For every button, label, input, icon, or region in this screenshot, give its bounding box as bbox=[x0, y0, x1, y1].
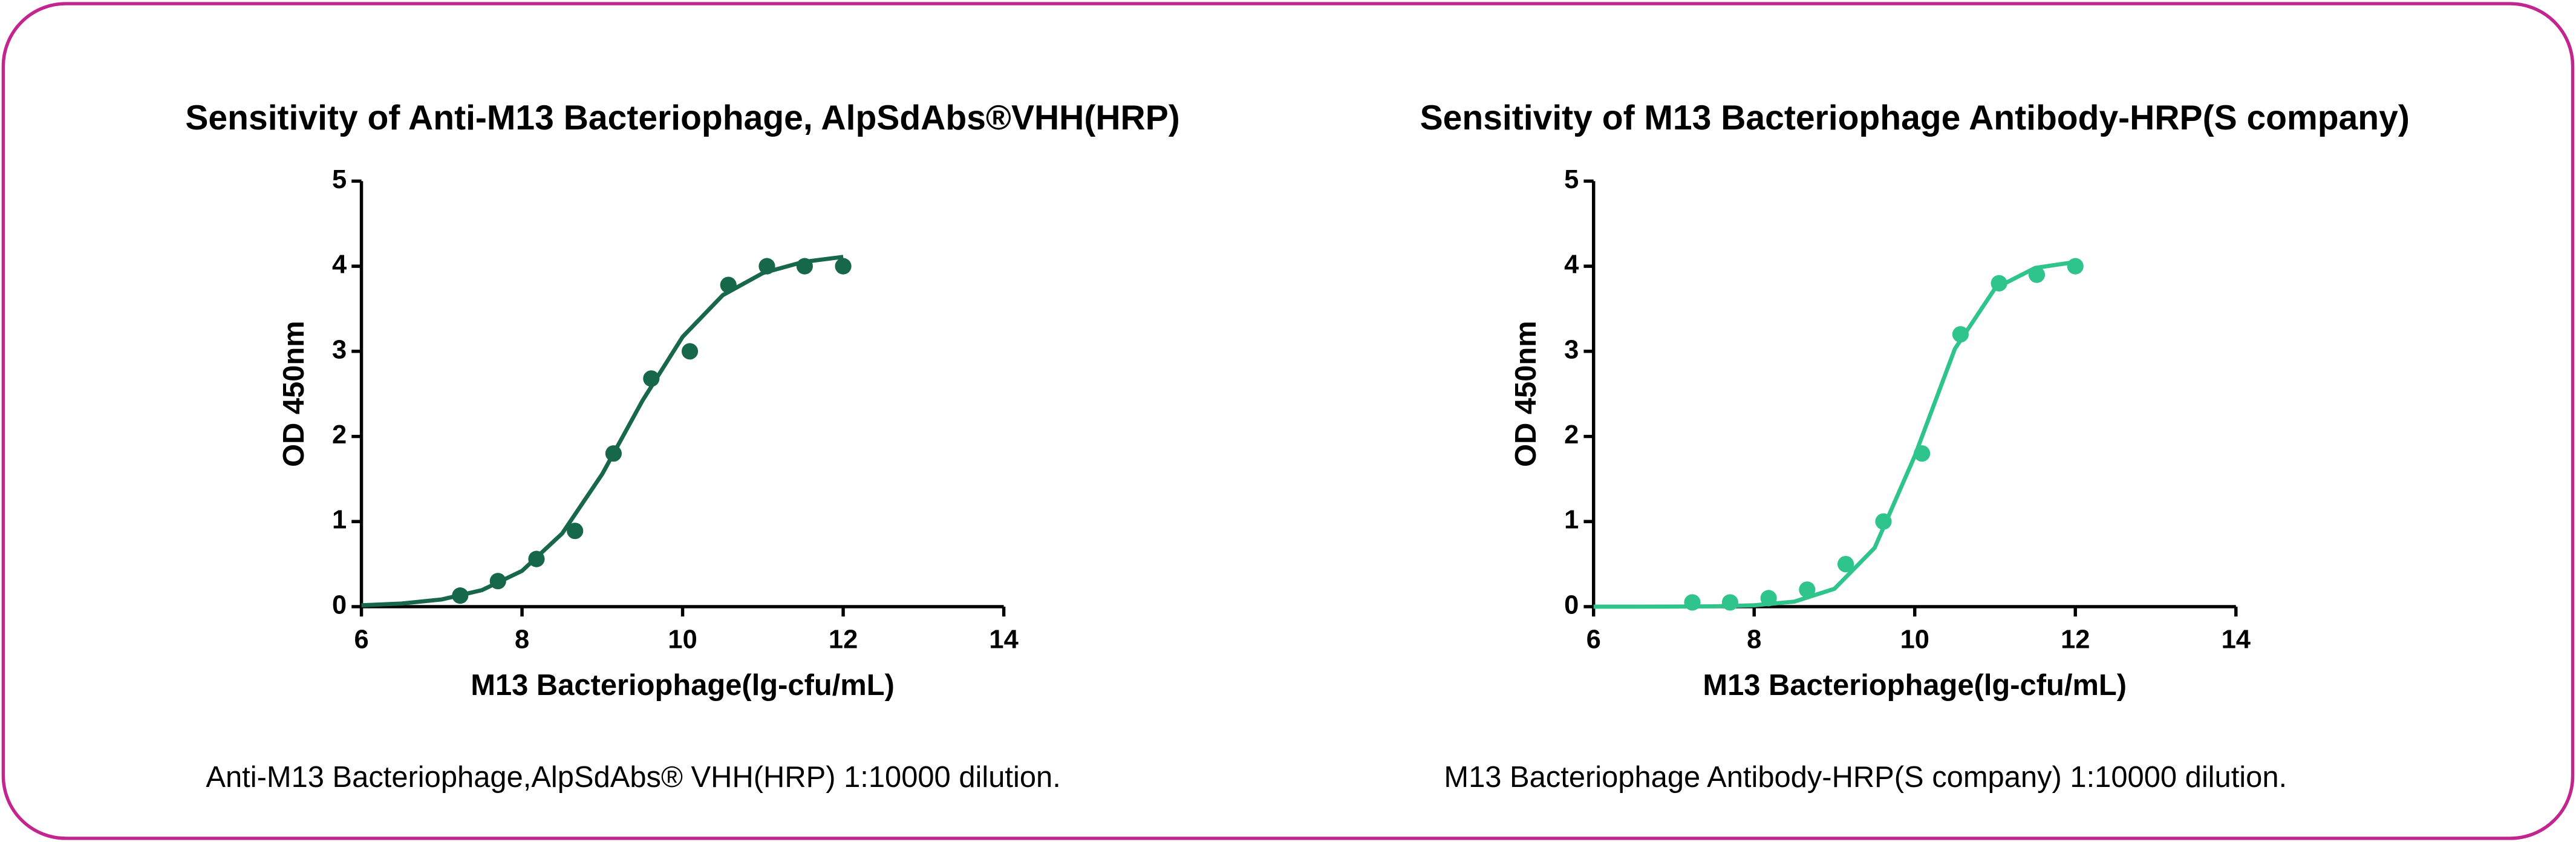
caption: M13 Bacteriophage Antibody-HRP(S company… bbox=[1444, 761, 2287, 794]
data-point bbox=[1952, 326, 1969, 343]
data-point bbox=[1837, 555, 1854, 573]
y-tick-label: 5 bbox=[332, 165, 347, 194]
x-tick-label: 12 bbox=[829, 625, 858, 654]
fit-curve bbox=[361, 255, 844, 608]
fit-curve bbox=[1593, 259, 2076, 609]
x-tick-label: 12 bbox=[2061, 625, 2090, 654]
y-tick-label: 1 bbox=[1564, 506, 1579, 535]
x-tick-label: 6 bbox=[1586, 625, 1601, 654]
data-point bbox=[681, 343, 699, 360]
y-tick-label: 3 bbox=[1564, 335, 1579, 364]
y-tick-label: 2 bbox=[332, 420, 347, 449]
x-tick-label: 10 bbox=[1900, 625, 1929, 654]
data-point bbox=[1721, 594, 1738, 611]
x-tick-label: 6 bbox=[354, 625, 368, 654]
y-tick-label: 4 bbox=[332, 250, 347, 279]
data-point bbox=[1799, 581, 1816, 598]
x-axis-label: M13 Bacteriophage(lg-cfu/mL) bbox=[1703, 669, 2127, 702]
y-tick-label: 5 bbox=[1564, 165, 1579, 194]
y-tick-label: 3 bbox=[332, 335, 347, 364]
data-point bbox=[835, 258, 852, 275]
x-tick-label: 14 bbox=[989, 625, 1018, 654]
data-point bbox=[567, 523, 584, 540]
x-tick-label: 8 bbox=[1747, 625, 1761, 654]
x-tick-label: 14 bbox=[2222, 625, 2251, 654]
caption: Anti-M13 Bacteriophage,AlpSdAbs® VHH(HRP… bbox=[206, 761, 1060, 794]
chart-title: Sensitivity of Anti-M13 Bacteriophage, A… bbox=[185, 99, 1179, 137]
y-tick-label: 2 bbox=[1564, 420, 1579, 449]
x-axis-label: M13 Bacteriophage(lg-cfu/mL) bbox=[471, 669, 895, 702]
y-tick-label: 0 bbox=[1564, 590, 1579, 619]
data-point bbox=[2067, 258, 2084, 275]
y-tick-label: 0 bbox=[332, 590, 347, 619]
y-tick-label: 4 bbox=[1564, 250, 1579, 279]
y-axis-label: OD 450nm bbox=[278, 321, 310, 467]
x-tick-label: 8 bbox=[515, 625, 529, 654]
y-axis-label: OD 450nm bbox=[1510, 321, 1542, 467]
x-tick-label: 10 bbox=[668, 625, 697, 654]
y-tick-label: 1 bbox=[332, 506, 347, 535]
chart-title: Sensitivity of M13 Bacteriophage Antibod… bbox=[1420, 99, 2410, 137]
